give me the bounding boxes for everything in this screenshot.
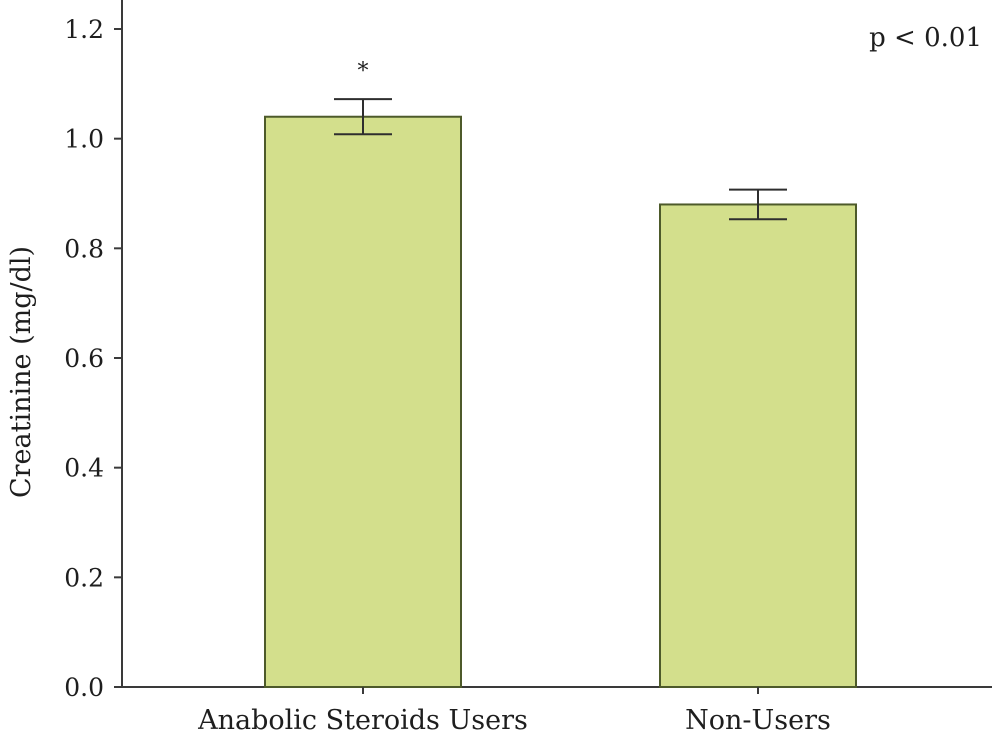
y-axis-title: Creatinine (mg/dl) [6, 246, 37, 498]
x-tick-label: Non-Users [685, 705, 831, 736]
y-tick-label: 0.0 [64, 673, 104, 702]
significance-marker: * [358, 59, 369, 84]
plot-area: 0.0 0.2 0.4 0.6 0.8 1.0 1.2 Anabolic Steroids U… [64, 0, 992, 736]
y-tick-label: 0.8 [64, 234, 104, 263]
x-tick-label: Anabolic Steroids Users [197, 705, 528, 736]
y-tick-label: 0.2 [64, 563, 104, 592]
y-tick-label: 1.0 [64, 125, 104, 154]
bar [264, 115, 462, 688]
y-tick-label: 1.2 [64, 15, 104, 44]
y-tick-label: 0.4 [64, 454, 104, 483]
y-tick-label: 0.6 [64, 344, 104, 373]
p-value-annotation: p < 0.01 [869, 23, 982, 53]
bar [659, 203, 857, 688]
